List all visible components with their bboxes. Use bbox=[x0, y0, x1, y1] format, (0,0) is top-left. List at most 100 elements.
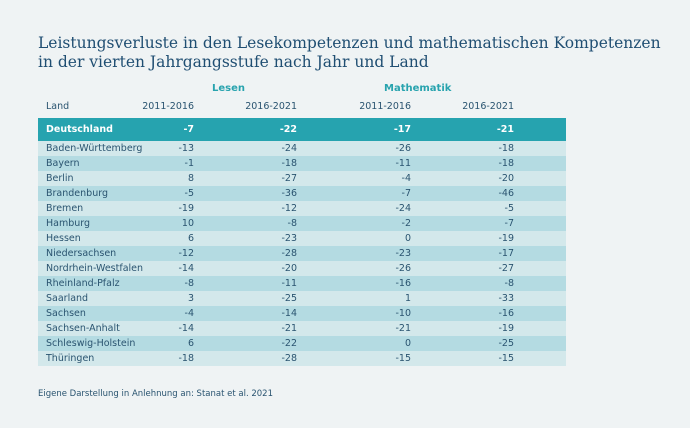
title-line-1: Leistungsverluste in den Lesekompetenzen… bbox=[38, 34, 661, 52]
value-mathematik-2016-2021: -27 bbox=[498, 263, 514, 274]
table-row: Sachsen-Anhalt -14 -21 -21 -19 bbox=[38, 321, 566, 336]
column-header-land: Land bbox=[46, 101, 70, 112]
value-lesen-2011-2016: 8 bbox=[187, 173, 194, 184]
table-row: Schleswig-Holstein 6 -22 0 -25 bbox=[38, 336, 566, 351]
column-header-mathematik-2011-2016: 2011-2016 bbox=[359, 101, 411, 112]
value-mathematik-2016-2021: -19 bbox=[498, 323, 514, 334]
value-mathematik-2011-2016: -16 bbox=[395, 278, 411, 289]
value-lesen-2016-2021: -28 bbox=[281, 353, 297, 364]
value-mathematik-2016-2021: -18 bbox=[498, 158, 514, 169]
value-mathematik-2011-2016: 0 bbox=[404, 233, 411, 244]
value-lesen-2016-2021: -8 bbox=[287, 218, 297, 229]
value-mathematik-2016-2021: -25 bbox=[498, 338, 514, 349]
value-lesen-2011-2016: 3 bbox=[187, 293, 194, 304]
land-name: Brandenburg bbox=[46, 188, 108, 199]
value-lesen-2011-2016: -4 bbox=[184, 308, 194, 319]
land-name: Bayern bbox=[46, 158, 80, 169]
value-lesen-2011-2016: -19 bbox=[178, 203, 194, 214]
value-lesen-2016-2021: -18 bbox=[281, 158, 297, 169]
value-lesen-2011-2016: -7 bbox=[183, 124, 194, 135]
value-mathematik-2011-2016: -24 bbox=[395, 203, 411, 214]
land-name: Rheinland-Pfalz bbox=[46, 278, 120, 289]
land-name: Saarland bbox=[46, 293, 89, 304]
value-lesen-2016-2021: -20 bbox=[281, 263, 297, 274]
value-lesen-2011-2016: -13 bbox=[178, 143, 194, 154]
value-mathematik-2016-2021: -33 bbox=[498, 293, 514, 304]
value-lesen-2016-2021: -24 bbox=[281, 143, 297, 154]
value-mathematik-2016-2021: -5 bbox=[504, 203, 514, 214]
value-lesen-2016-2021: -22 bbox=[279, 124, 297, 135]
value-mathematik-2011-2016: -26 bbox=[395, 263, 411, 274]
land-name: Deutschland bbox=[46, 124, 113, 135]
land-name: Hamburg bbox=[46, 218, 91, 229]
value-mathematik-2011-2016: -10 bbox=[395, 308, 411, 319]
table-row: Niedersachsen -12 -28 -23 -17 bbox=[38, 246, 566, 261]
value-lesen-2011-2016: -12 bbox=[178, 248, 194, 259]
value-lesen-2011-2016: -5 bbox=[184, 188, 194, 199]
table-row: Hamburg 10 -8 -2 -7 bbox=[38, 216, 566, 231]
value-lesen-2011-2016: -14 bbox=[178, 263, 194, 274]
column-header-lesen-2016-2021: 2016-2021 bbox=[245, 101, 297, 112]
value-lesen-2011-2016: -14 bbox=[178, 323, 194, 334]
value-mathematik-2011-2016: -26 bbox=[395, 143, 411, 154]
value-lesen-2016-2021: -21 bbox=[281, 323, 297, 334]
value-mathematik-2011-2016: -11 bbox=[395, 158, 411, 169]
value-lesen-2016-2021: -28 bbox=[281, 248, 297, 259]
value-lesen-2016-2021: -27 bbox=[281, 173, 297, 184]
value-mathematik-2016-2021: -16 bbox=[498, 308, 514, 319]
column-header-mathematik-2016-2021: 2016-2021 bbox=[462, 101, 514, 112]
table-row: Hessen 6 -23 0 -19 bbox=[38, 231, 566, 246]
value-mathematik-2011-2016: 1 bbox=[404, 293, 411, 304]
table-row: Sachsen -4 -14 -10 -16 bbox=[38, 306, 566, 321]
land-name: Sachsen bbox=[46, 308, 86, 319]
value-mathematik-2016-2021: -46 bbox=[498, 188, 514, 199]
source-note: Eigene Darstellung in Anlehnung an: Stan… bbox=[38, 389, 273, 399]
value-lesen-2011-2016: -1 bbox=[184, 158, 194, 169]
table-row: Bayern -1 -18 -11 -18 bbox=[38, 156, 566, 171]
value-lesen-2016-2021: -14 bbox=[281, 308, 297, 319]
value-mathematik-2016-2021: -7 bbox=[504, 218, 514, 229]
table-row: Bremen -19 -12 -24 -5 bbox=[38, 201, 566, 216]
value-mathematik-2011-2016: 0 bbox=[404, 338, 411, 349]
title-line-2: in der vierten Jahrgangsstufe nach Jahr … bbox=[38, 53, 429, 71]
table-row: Thüringen -18 -28 -15 -15 bbox=[38, 351, 566, 366]
value-lesen-2016-2021: -22 bbox=[281, 338, 297, 349]
table-row: Baden-Württemberg -13 -24 -26 -18 bbox=[38, 141, 566, 156]
value-mathematik-2016-2021: -18 bbox=[498, 143, 514, 154]
value-lesen-2011-2016: 6 bbox=[187, 233, 194, 244]
value-mathematik-2016-2021: -15 bbox=[498, 353, 514, 364]
value-lesen-2011-2016: 10 bbox=[181, 218, 194, 229]
table-row: Berlin 8 -27 -4 -20 bbox=[38, 171, 566, 186]
land-name: Nordrhein-Westfalen bbox=[46, 263, 144, 274]
value-lesen-2016-2021: -36 bbox=[281, 188, 297, 199]
table-row: Brandenburg -5 -36 -7 -46 bbox=[38, 186, 566, 201]
value-mathematik-2016-2021: -19 bbox=[498, 233, 514, 244]
land-name: Hessen bbox=[46, 233, 81, 244]
land-name: Thüringen bbox=[46, 353, 95, 364]
land-name: Sachsen-Anhalt bbox=[46, 323, 120, 334]
value-mathematik-2011-2016: -21 bbox=[395, 323, 411, 334]
value-mathematik-2016-2021: -8 bbox=[504, 278, 514, 289]
value-lesen-2011-2016: 6 bbox=[187, 338, 194, 349]
data-table: Deutschland -7 -22 -17 -21 Baden-Württem… bbox=[38, 118, 566, 366]
group-header-mathematik: Mathematik bbox=[384, 83, 452, 94]
value-mathematik-2011-2016: -15 bbox=[395, 353, 411, 364]
value-mathematik-2011-2016: -23 bbox=[395, 248, 411, 259]
table-row: Rheinland-Pfalz -8 -11 -16 -8 bbox=[38, 276, 566, 291]
column-header-lesen-2011-2016: 2011-2016 bbox=[142, 101, 194, 112]
page-title: Leistungsverluste in den Lesekompetenzen… bbox=[38, 34, 661, 72]
value-lesen-2016-2021: -25 bbox=[281, 293, 297, 304]
value-mathematik-2011-2016: -7 bbox=[401, 188, 411, 199]
value-lesen-2016-2021: -12 bbox=[281, 203, 297, 214]
land-name: Baden-Württemberg bbox=[46, 143, 143, 154]
value-lesen-2011-2016: -8 bbox=[184, 278, 194, 289]
land-name: Schleswig-Holstein bbox=[46, 338, 136, 349]
land-name: Bremen bbox=[46, 203, 84, 214]
value-mathematik-2011-2016: -2 bbox=[401, 218, 411, 229]
land-name: Berlin bbox=[46, 173, 74, 184]
value-mathematik-2016-2021: -21 bbox=[496, 124, 514, 135]
value-mathematik-2011-2016: -17 bbox=[393, 124, 411, 135]
value-mathematik-2016-2021: -17 bbox=[498, 248, 514, 259]
value-lesen-2016-2021: -23 bbox=[281, 233, 297, 244]
value-lesen-2016-2021: -11 bbox=[281, 278, 297, 289]
